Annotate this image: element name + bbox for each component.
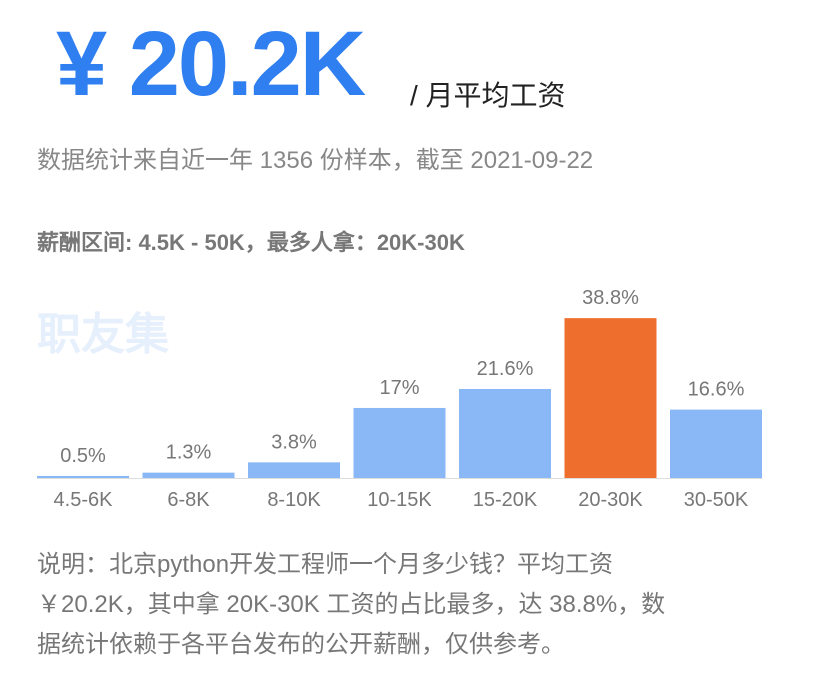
note-line: 据统计依赖于各平台发布的公开薪酬，仅供参考。 xyxy=(37,631,565,658)
watermark: 职友集 xyxy=(37,310,169,359)
bar xyxy=(353,407,446,478)
x-tick-label: 20-30K xyxy=(578,489,643,511)
x-tick-label: 15-20K xyxy=(473,489,538,511)
note-line: ￥20.2K，其中拿 20K-30K 工资的占比最多，达 38.8%，数 xyxy=(37,591,666,618)
note-line: 说明：北京python开发工程师一个月多少钱？平均工资 xyxy=(37,551,614,578)
note: 说明：北京python开发工程师一个月多少钱？平均工资 ￥20.2K，其中拿 20… xyxy=(37,545,665,665)
x-tick-label: 8-10K xyxy=(267,489,321,511)
bar xyxy=(37,475,129,478)
value-label: 16.6% xyxy=(688,379,745,401)
value-label: 1.3% xyxy=(166,442,212,464)
value-label: 17% xyxy=(379,377,419,399)
data-source: 数据统计来自近一年 1356 份样本，截至 2021-09-22 xyxy=(37,147,594,174)
x-tick-label: 4.5-6K xyxy=(54,489,114,511)
x-tick-label: 6-8K xyxy=(167,489,210,511)
salary-unit: / 月平均工资 xyxy=(410,80,566,111)
salary-range: 薪酬区间: 4.5K - 50K，最多人拿：20K-30K xyxy=(37,230,465,255)
bar xyxy=(564,318,657,478)
value-label: 21.6% xyxy=(477,358,534,380)
value-label: 38.8% xyxy=(582,287,639,309)
bar xyxy=(142,472,235,478)
bar xyxy=(459,389,551,478)
bar xyxy=(248,462,340,478)
average-salary: ¥ 20.2K xyxy=(56,13,366,115)
x-tick-label: 10-15K xyxy=(367,489,432,511)
value-label: 3.8% xyxy=(271,431,317,453)
value-label: 0.5% xyxy=(60,445,106,467)
x-tick-label: 30-50K xyxy=(684,489,749,511)
bar xyxy=(670,409,762,478)
